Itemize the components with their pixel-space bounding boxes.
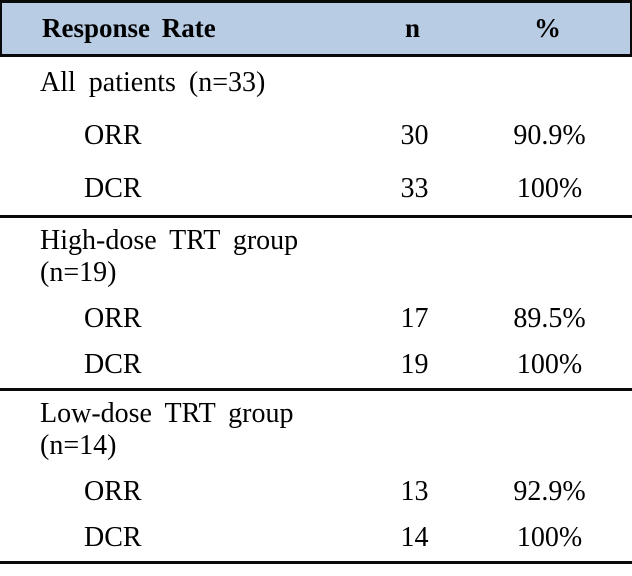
row-label: DCR: [84, 522, 142, 553]
table-row: DCR 33 100%: [0, 173, 632, 205]
row-pct-value: 89.5%: [513, 303, 586, 334]
section-title-row: Low-dose TRT group (n=14): [0, 398, 632, 462]
header-percent: %: [534, 13, 561, 43]
row-pct-value: 92.9%: [513, 476, 586, 507]
row-pct-value: 90.9%: [513, 119, 586, 151]
row-pct-value: 100%: [516, 522, 583, 553]
row-n-value: 17: [400, 303, 429, 334]
row-label: ORR: [84, 119, 142, 151]
row-n-value: 14: [400, 522, 429, 553]
row-label: DCR: [84, 349, 142, 380]
section-all-patients: All patients (n=33) ORR 30 90.9% DCR 33 …: [0, 57, 632, 218]
section-high-dose: High-dose TRT group (n=19) ORR 17 89.5% …: [0, 218, 632, 391]
table-header-row: Response Rate n %: [0, 0, 632, 57]
row-pct-value: 100%: [516, 172, 583, 204]
row-label: ORR: [84, 303, 142, 334]
row-label: ORR: [84, 476, 142, 507]
row-n-value: 19: [400, 349, 429, 380]
table-row: ORR 30 90.9%: [0, 120, 632, 152]
row-n-value: 13: [400, 476, 429, 507]
header-response-rate: Response Rate: [42, 13, 216, 43]
table-row: ORR 17 89.5%: [0, 303, 632, 335]
row-pct-value: 100%: [516, 349, 583, 380]
section-title: All patients (n=33): [40, 67, 266, 99]
response-rate-table: Response Rate n % All patients (n=33) OR…: [0, 0, 632, 564]
row-n-value: 30: [400, 119, 429, 151]
section-title: Low-dose TRT group (n=14): [40, 398, 294, 461]
header-n: n: [404, 13, 421, 43]
section-low-dose: Low-dose TRT group (n=14) ORR 13 92.9% D…: [0, 391, 632, 564]
row-n-value: 33: [400, 172, 429, 204]
table-row: DCR 14 100%: [0, 522, 632, 554]
section-title-row: All patients (n=33): [0, 67, 632, 99]
table-row: ORR 13 92.9%: [0, 476, 632, 508]
section-title-row: High-dose TRT group (n=19): [0, 225, 632, 289]
table-row: DCR 19 100%: [0, 349, 632, 381]
section-title: High-dose TRT group (n=19): [40, 225, 299, 288]
row-label: DCR: [84, 172, 142, 204]
